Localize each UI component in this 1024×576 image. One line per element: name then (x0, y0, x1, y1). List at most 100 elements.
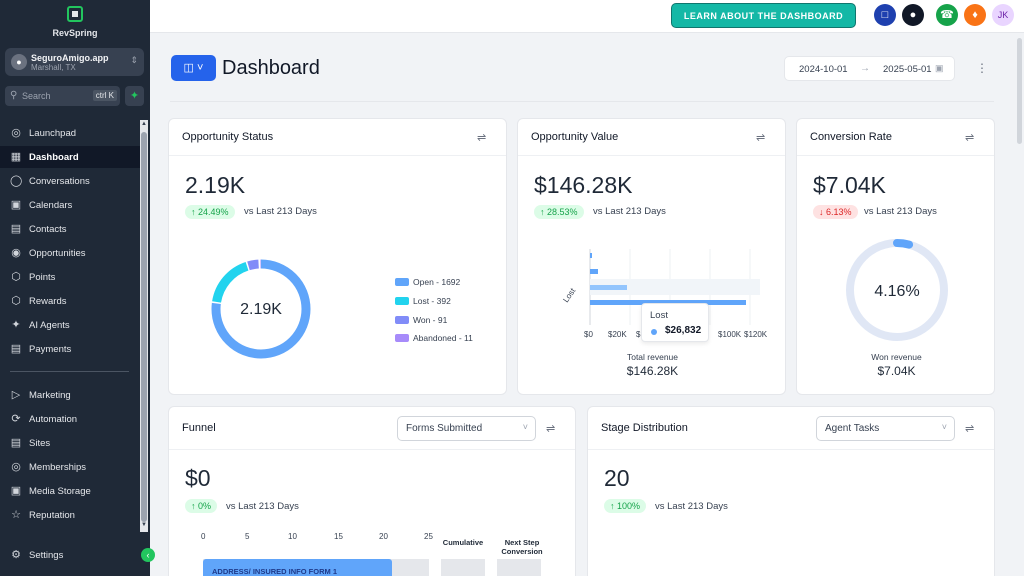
conversion-rate-card: Conversion Rate ⇌ $7.04K ↓ 6.13% vs Last… (796, 118, 995, 395)
membership-icon: ◎ (11, 461, 21, 473)
total-revenue-value: $146.28K (626, 364, 679, 378)
bot-icon[interactable]: ● (902, 4, 924, 26)
filter-icon[interactable]: ⇌ (965, 423, 975, 435)
scroll-down-icon[interactable]: ▼ (141, 522, 147, 528)
sidebar-item-memberships[interactable]: ◎ Memberships (0, 456, 140, 478)
filter-icon[interactable]: ⇌ (477, 132, 487, 144)
next-step-column-header: Next Step Conversion (494, 538, 550, 556)
change-badge: ↑ 100% (604, 499, 647, 513)
megaphone-icon: ▷ (11, 389, 21, 401)
select-value: Agent Tasks (825, 423, 880, 434)
sidebar-item-automation[interactable]: ⟳ Automation (0, 408, 140, 430)
gauge-label: 4.16% (874, 283, 919, 300)
sidebar-item-dashboard[interactable]: ▦ Dashboard (0, 146, 140, 168)
sidebar: RevSpring ● SeguroAmigo.app Marshall, TX… (0, 0, 150, 576)
x-tick-label: $120K (744, 330, 768, 339)
top-bar: LEARN ABOUT THE DASHBOARD □ ● ☎ ♦ JK (150, 0, 1024, 33)
sidebar-scrollbar-thumb[interactable] (141, 132, 147, 522)
arrow-right-icon: → (860, 63, 870, 74)
card-divider (797, 155, 994, 156)
bell-icon[interactable]: ♦ (964, 4, 986, 26)
cumulative-column-header: Cumulative (442, 538, 484, 547)
sidebar-item-payments[interactable]: ▤ Payments (0, 338, 140, 360)
donut-segments (211, 259, 311, 359)
header-divider (170, 101, 994, 102)
user-avatar[interactable]: JK (992, 4, 1014, 26)
learn-dashboard-button[interactable]: LEARN ABOUT THE DASHBOARD (671, 3, 856, 28)
sidebar-item-rewards[interactable]: ⬡ Rewards (0, 290, 140, 312)
sidebar-item-points[interactable]: ⬡ Points (0, 266, 140, 288)
dashboard-icon: ▦ (10, 151, 22, 163)
legend-swatch (395, 316, 409, 324)
stage-select[interactable]: Agent Tasks ˅ (816, 416, 955, 441)
x-tick-label: $20K (608, 330, 627, 339)
change-badge: ↓ 6.13% (813, 205, 858, 219)
more-options-icon[interactable]: ⋮ (976, 61, 988, 75)
date-range-picker[interactable]: 2024-10-01 → 2025-05-01 ▣ (784, 56, 955, 81)
view-switcher-button[interactable]: ◫ ˅ (171, 55, 216, 81)
change-badge: ↑ 28.53% (534, 205, 584, 219)
sidebar-item-media-storage[interactable]: ▣ Media Storage (0, 480, 140, 502)
sidebar-item-launchpad[interactable]: ◎ Launchpad (0, 122, 140, 144)
change-value: 28.53% (547, 207, 578, 217)
bar[interactable] (590, 253, 592, 258)
filter-icon[interactable]: ⇌ (965, 132, 975, 144)
sparkle-icon: ✦ (129, 90, 140, 102)
sidebar-item-conversations[interactable]: ◯ Conversations (0, 170, 140, 192)
user-icon: ● (11, 54, 27, 70)
sidebar-item-label: Payments (29, 344, 72, 355)
funnel-select[interactable]: Forms Submitted ˅ (397, 416, 536, 441)
funnel-bar[interactable] (203, 559, 392, 576)
quick-action-button[interactable]: ✦ (125, 86, 144, 106)
sidebar-item-label: Calendars (29, 200, 73, 211)
date-start: 2024-10-01 (799, 64, 848, 75)
page-scrollbar[interactable] (1015, 34, 1024, 576)
tooltip-label: Lost (650, 310, 668, 321)
legend-label: Won - 91 (413, 315, 448, 325)
search-shortcut: ctrl K (92, 90, 117, 101)
sidebar-item-calendars[interactable]: ▣ Calendars (0, 194, 140, 216)
bar[interactable] (590, 300, 746, 305)
donut-segment[interactable] (211, 259, 311, 359)
logo-icon (67, 6, 83, 22)
chat-icon[interactable]: □ (874, 4, 896, 26)
sidebar-item-sites[interactable]: ▤ Sites (0, 432, 140, 454)
change-badge: ↑ 24.49% (185, 205, 235, 219)
phone-icon[interactable]: ☎ (936, 4, 958, 26)
sidebar-item-contacts[interactable]: ▤ Contacts (0, 218, 140, 240)
collapse-sidebar-button[interactable]: ‹ (141, 548, 155, 562)
contacts-icon: ▤ (10, 223, 22, 235)
funnel-axis-tick: 5 (245, 532, 250, 541)
search-input[interactable]: ⚲ Search ctrl K (5, 86, 120, 106)
sidebar-item-settings[interactable]: ⚙ Settings (0, 544, 140, 566)
tooltip-dot (651, 329, 657, 335)
sidebar-item-reputation[interactable]: ☆ Reputation (0, 504, 140, 526)
filter-icon[interactable]: ⇌ (756, 132, 766, 144)
cube-icon: ⬡ (11, 271, 21, 283)
card-divider (169, 155, 506, 156)
sidebar-item-label: Launchpad (29, 128, 77, 139)
sidebar-item-label: Media Storage (29, 486, 91, 497)
bar[interactable] (590, 269, 598, 274)
sites-icon: ▤ (10, 437, 22, 449)
legend-swatch (395, 297, 409, 305)
sidebar-divider (10, 371, 129, 372)
sidebar-item-marketing[interactable]: ▷ Marketing (0, 384, 140, 406)
page-scrollbar-thumb[interactable] (1017, 38, 1022, 144)
sidebar-item-label: Sites (29, 438, 51, 449)
funnel-axis-tick: 20 (379, 532, 388, 541)
bar-lost[interactable] (590, 285, 627, 290)
filter-icon[interactable]: ⇌ (546, 423, 556, 435)
card-title: Opportunity Value (531, 131, 619, 143)
sidebar-item-ai-agents[interactable]: ✦ AI Agents (0, 314, 140, 336)
sparkle-icon: ✦ (11, 319, 21, 331)
brand-logo[interactable]: RevSpring (0, 6, 150, 38)
comparison-text: vs Last 213 Days (864, 206, 937, 217)
change-value: 6.13% (826, 207, 852, 217)
sidebar-item-opportunities[interactable]: ◉ Opportunities (0, 242, 140, 264)
scroll-up-icon[interactable]: ▲ (141, 121, 147, 127)
sidebar-item-label: Points (29, 272, 56, 283)
card-title: Stage Distribution (601, 422, 688, 434)
funnel-axis-tick: 0 (201, 532, 206, 541)
account-switcher[interactable]: ● SeguroAmigo.app Marshall, TX ⇕ (5, 48, 144, 76)
